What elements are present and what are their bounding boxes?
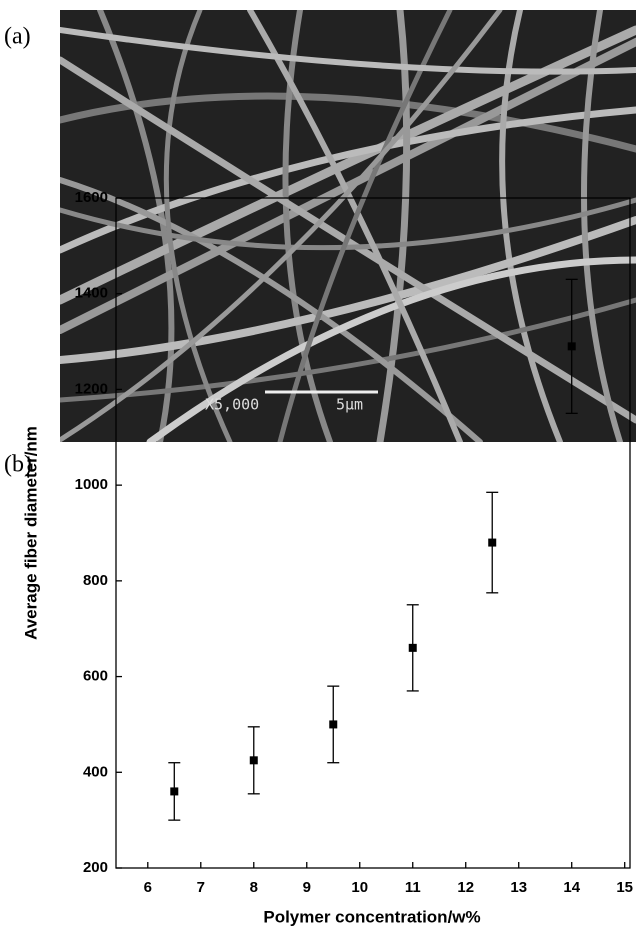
fiber	[60, 56, 636, 424]
panel-label: (b)	[4, 452, 32, 478]
point	[567, 342, 576, 351]
y-tick-label: 1000	[75, 476, 108, 493]
x-tick-label: 8	[250, 879, 258, 896]
fibers	[60, 10, 636, 442]
magnification: X5,000	[205, 396, 259, 414]
y-tick-label: 200	[83, 859, 108, 876]
fiber	[60, 297, 636, 403]
y-tick-label: 1400	[75, 285, 108, 302]
point	[170, 787, 179, 796]
fiber	[60, 197, 636, 251]
scale-bar-label: 5μm	[336, 396, 363, 414]
fiber	[146, 256, 636, 442]
x-tick-label: 15	[616, 879, 633, 896]
point	[488, 538, 497, 547]
x-axis-label: Polymer concentration/w%	[263, 907, 480, 926]
x-tick-label: 6	[144, 879, 152, 896]
fiber	[60, 27, 636, 75]
x-tick-label: 12	[457, 879, 474, 896]
x-tick-label: 7	[197, 879, 205, 896]
x-tick-label: 14	[563, 879, 580, 896]
fiber	[282, 10, 333, 442]
x-tick-label: 10	[351, 879, 368, 896]
x-tick-label: 13	[510, 879, 527, 896]
point	[408, 643, 417, 652]
fiber	[60, 37, 636, 334]
point	[329, 720, 338, 729]
fiber	[60, 177, 483, 442]
x-tick-label: 11	[405, 879, 421, 896]
fiber	[376, 10, 411, 442]
fiber	[277, 10, 453, 442]
y-tick-label: 1600	[75, 189, 108, 206]
fiber	[499, 10, 563, 442]
y-tick-label: 400	[83, 763, 108, 780]
fiber	[60, 10, 503, 442]
sem-image: X5,000 5μm	[60, 10, 636, 442]
x-tick-label: 9	[303, 879, 311, 896]
y-tick-label: 1200	[75, 380, 108, 397]
y-axis-label: Average fiber diameter/nm	[21, 426, 40, 640]
plot-frame	[115, 197, 631, 869]
fiber	[163, 10, 233, 442]
y-tick-label: 800	[83, 572, 108, 589]
point	[249, 756, 258, 765]
y-tick-label: 600	[83, 668, 108, 685]
fiber	[60, 25, 636, 305]
fiber	[60, 106, 636, 254]
panel-label: (a)	[4, 24, 31, 50]
